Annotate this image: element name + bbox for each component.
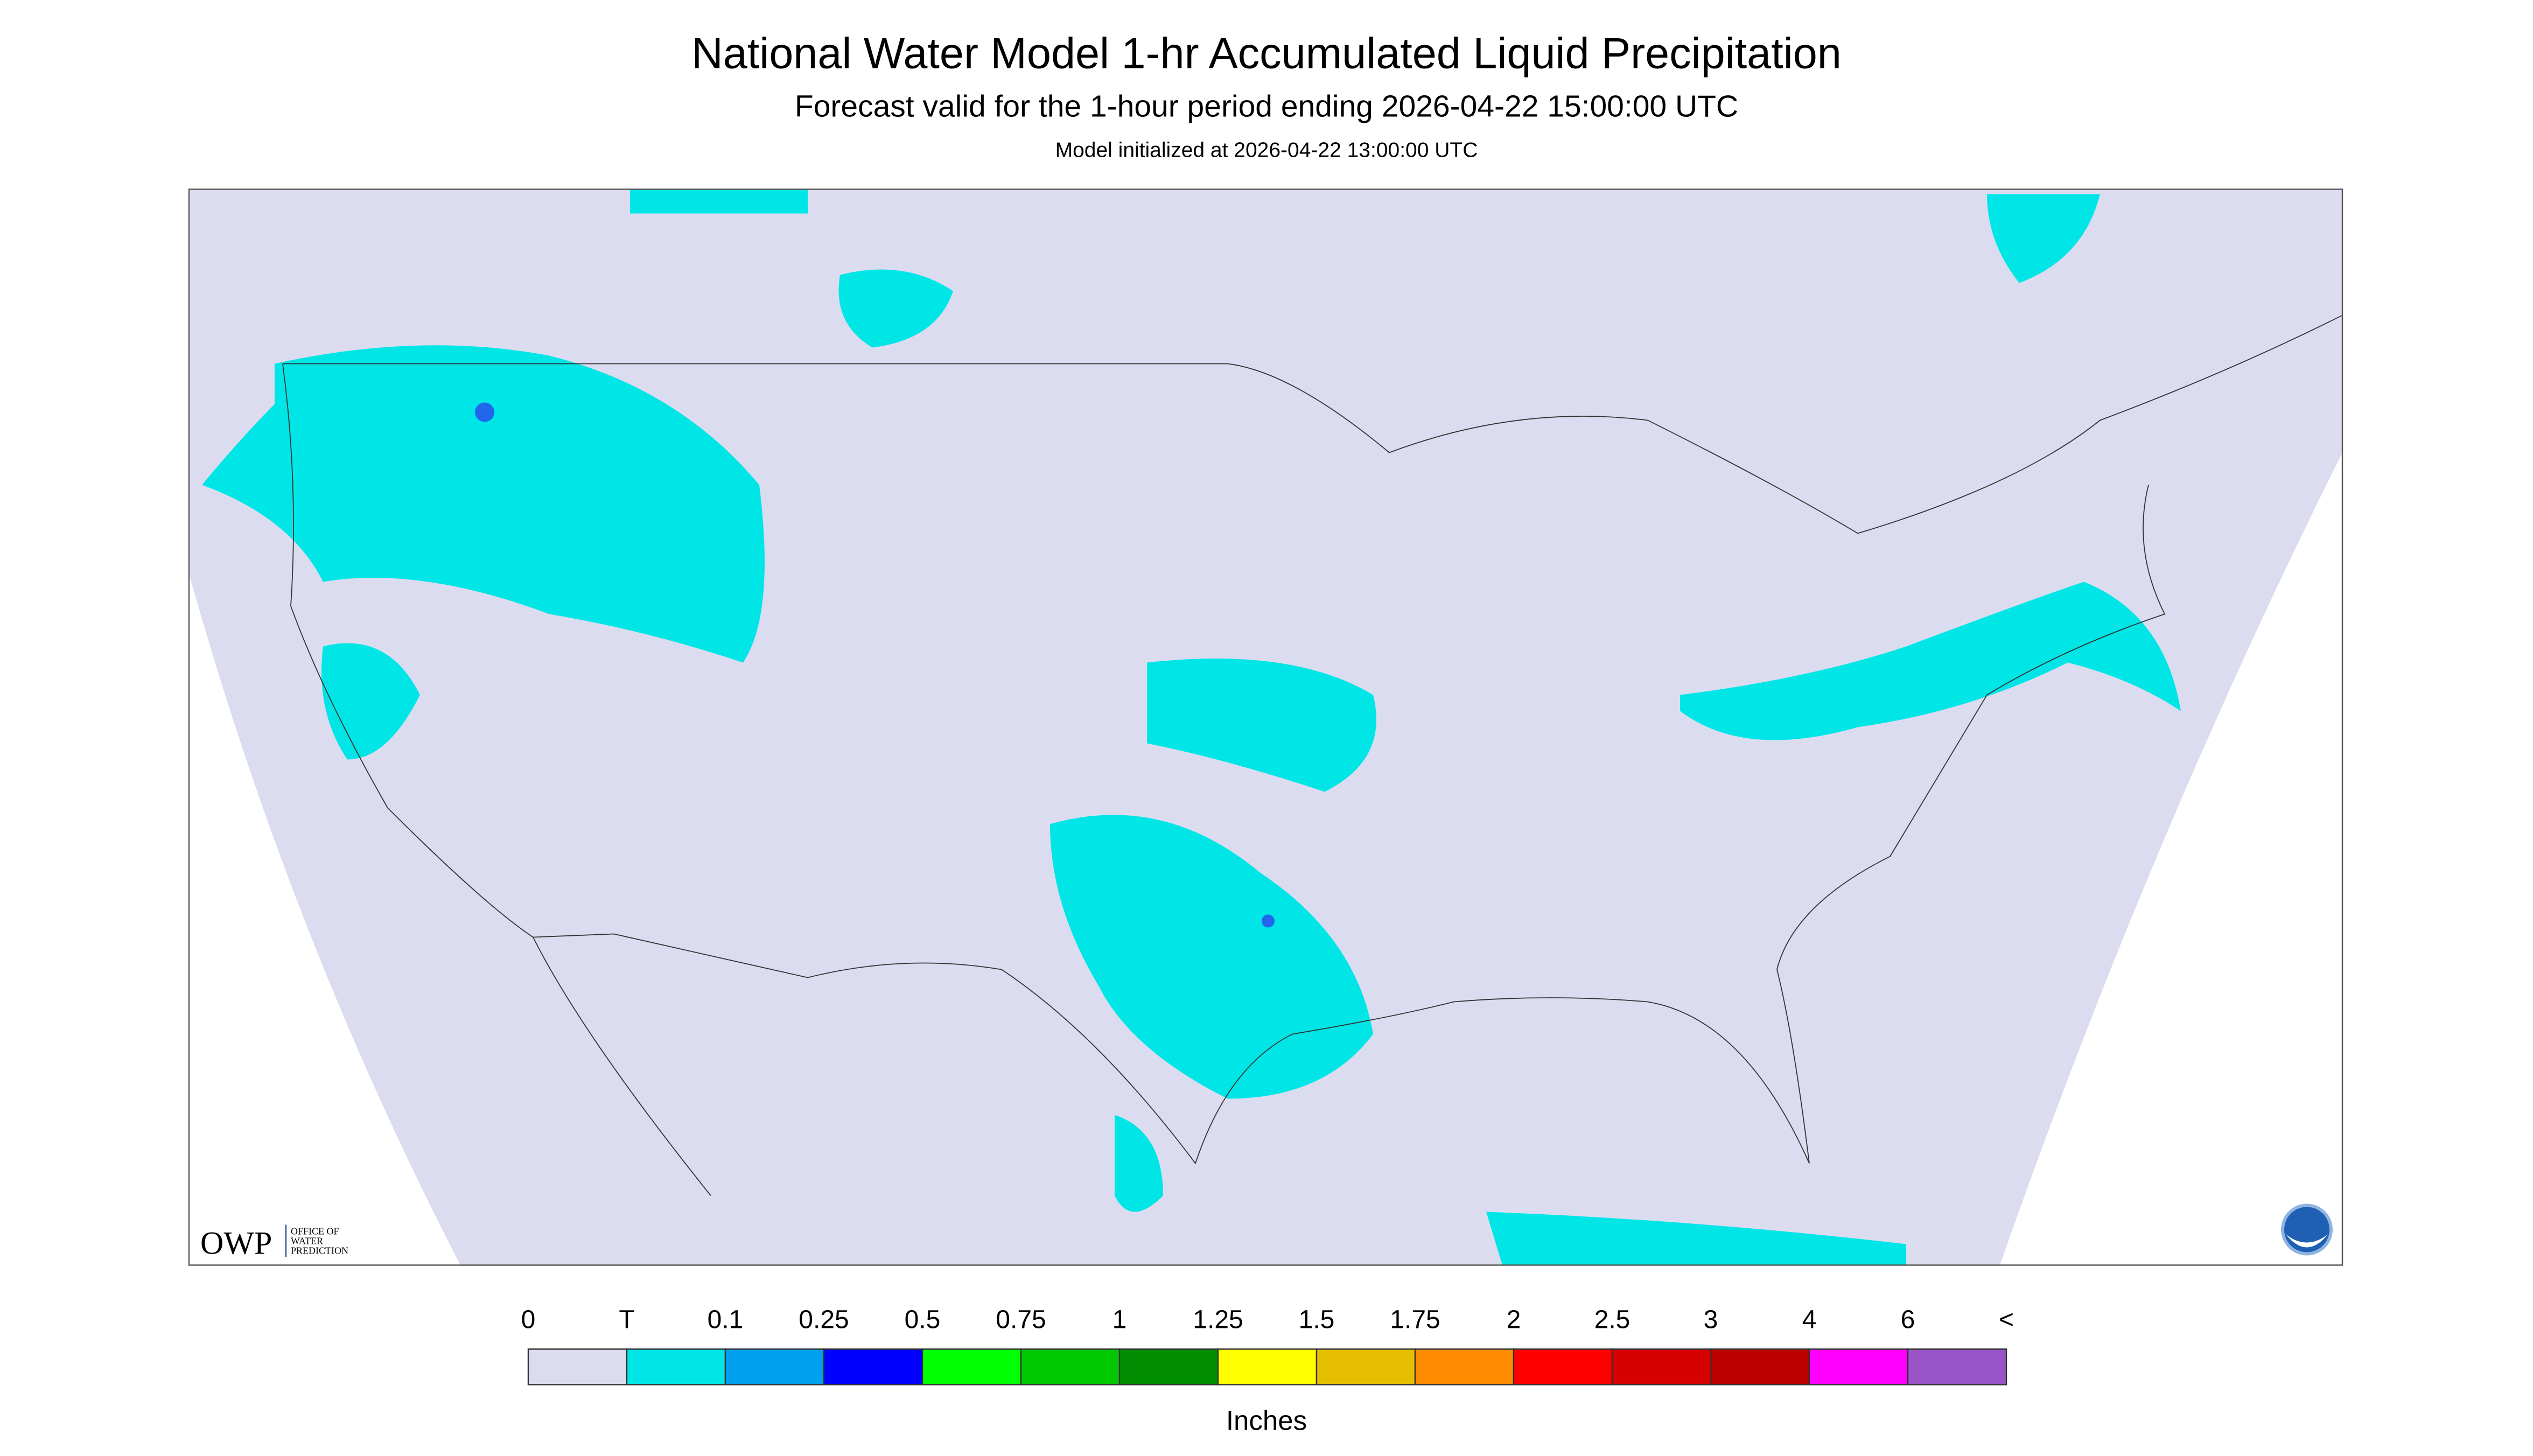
title: National Water Model 1-hr Accumulated Li… [691, 30, 1842, 78]
area [1262, 914, 1275, 928]
area [1680, 582, 2181, 740]
border [283, 314, 2343, 534]
subtitle: Forecast valid for the 1-hour period end… [795, 89, 1738, 124]
area [838, 269, 953, 348]
legend-swatch [724, 1348, 825, 1385]
owp-logo-text: WATER [291, 1236, 323, 1247]
legend-label: 0.5 [905, 1306, 941, 1334]
legend-swatch [921, 1348, 1022, 1385]
legend: 0 T 0.1 0.25 0.5 0.75 1 1.25 1.5 1.75 2 2.5 3 4 6 < [521, 1306, 2014, 1385]
legend-label: 0 [521, 1306, 536, 1334]
legend-swatch [1710, 1348, 1810, 1385]
legend-label: 3 [1704, 1306, 1718, 1334]
legend-label: 2 [1507, 1306, 1521, 1334]
legend-label: 1.5 [1299, 1306, 1335, 1334]
legend-swatch [1020, 1348, 1121, 1385]
legend-swatch [1414, 1348, 1515, 1385]
owp-logo-text: OFFICE OF [291, 1226, 339, 1237]
area [1987, 194, 2100, 283]
legend-label: < [1999, 1306, 2014, 1334]
legend-unit: Inches [1226, 1405, 1307, 1436]
map: OWP OFFICE OF WATER PREDICTION [188, 188, 2343, 1266]
legend-label: 4 [1802, 1306, 1817, 1334]
legend-swatch [1513, 1348, 1613, 1385]
legend-swatch [823, 1348, 923, 1385]
legend-label: 6 [1901, 1306, 1915, 1334]
legend-swatch [527, 1348, 628, 1385]
border [282, 363, 2166, 1165]
area [475, 402, 494, 422]
noaa-logo-wave [2286, 1234, 2328, 1248]
area [1147, 659, 1376, 792]
legend-label: 0.75 [996, 1306, 1046, 1334]
legend-label: 0.25 [799, 1306, 849, 1334]
legend-label: 1.25 [1193, 1306, 1243, 1334]
legend-label: T [619, 1306, 634, 1334]
legend-label: 0.1 [708, 1306, 744, 1334]
area [1115, 1115, 1163, 1212]
legend-swatch [1217, 1348, 1318, 1385]
legend-swatch [626, 1348, 726, 1385]
legend-swatch [1611, 1348, 1712, 1385]
owp-logo: OWP [200, 1226, 272, 1261]
legend-swatch [1808, 1348, 1909, 1385]
area [202, 345, 765, 663]
boundaries [282, 314, 2343, 1196]
legend-swatch [1118, 1348, 1219, 1385]
precip-areas [202, 189, 2181, 1265]
init-note: Model initialized at 2026-04-22 13:00:00… [1055, 139, 1478, 162]
legend-label: 1.75 [1390, 1306, 1440, 1334]
legend-label: 2.5 [1594, 1306, 1631, 1334]
map-frame [188, 188, 2343, 1266]
area [630, 189, 808, 214]
border [533, 937, 711, 1196]
legend-swatch [1907, 1348, 2007, 1385]
owp-logo-text: PREDICTION [291, 1245, 348, 1256]
legend-label: 1 [1112, 1306, 1127, 1334]
area [1050, 815, 1373, 1099]
legend-swatch [1316, 1348, 1416, 1385]
area [1486, 1212, 1906, 1265]
